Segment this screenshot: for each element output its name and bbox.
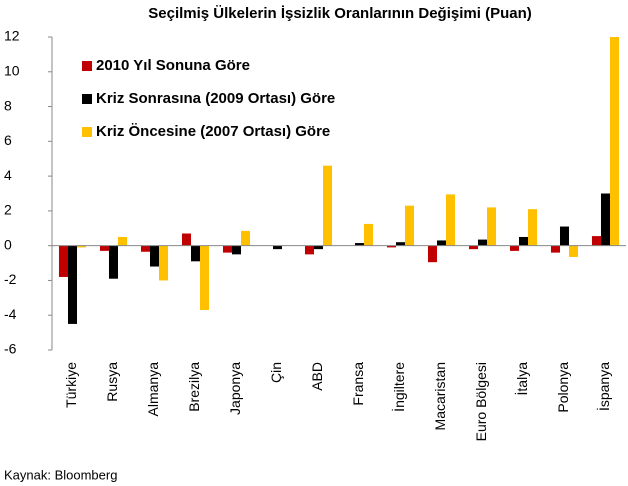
x-tick-label: İspanya	[595, 362, 612, 411]
legend-label: Kriz Sonrasına (2009 Ortası) Göre	[96, 90, 335, 107]
x-tick-label: Almanya	[145, 362, 161, 417]
bar	[149, 245, 160, 267]
bar	[591, 236, 601, 246]
bar	[58, 245, 68, 277]
legend-swatch	[82, 61, 92, 71]
x-tick-label: Rusya	[104, 362, 120, 402]
bar	[610, 37, 620, 246]
bar	[569, 245, 579, 257]
chart-title: Seçilmiş Ülkelerin İşsizlik Oranlarının …	[148, 5, 531, 22]
y-tick-label: -2	[4, 271, 17, 287]
x-tick-label: Macaristan	[432, 362, 448, 430]
bar	[200, 245, 210, 311]
y-tick-label: 0	[4, 236, 12, 252]
legend-label: 2010 Yıl Sonuna Göre	[96, 57, 250, 74]
bar	[118, 236, 128, 246]
bar	[518, 236, 529, 246]
y-tick-label: 2	[4, 202, 12, 218]
bar	[386, 245, 396, 248]
bar	[323, 165, 333, 246]
x-tick-label: İtalya	[513, 362, 530, 396]
legend-swatch	[82, 127, 92, 137]
y-tick-label: 8	[4, 97, 12, 113]
legend-swatch	[82, 94, 92, 104]
bar	[550, 245, 560, 253]
bar	[77, 245, 87, 248]
bar	[108, 245, 119, 279]
bar	[241, 230, 251, 246]
y-tick-label: 12	[4, 28, 20, 44]
bar	[395, 242, 406, 246]
bar	[405, 205, 415, 246]
x-tick-label: Polonya	[555, 362, 571, 413]
x-tick-label: Brezilya	[186, 362, 202, 412]
bar	[231, 245, 242, 255]
bar	[99, 245, 109, 251]
bar	[436, 240, 447, 246]
legend-label: Kriz Öncesine (2007 Ortası) Göre	[96, 123, 330, 140]
y-tick-label: 4	[4, 167, 12, 183]
bar	[190, 245, 201, 262]
bar	[528, 209, 538, 246]
bar	[181, 233, 191, 246]
bar	[272, 245, 283, 250]
bar	[304, 245, 314, 255]
bar	[468, 245, 478, 250]
x-tick-label: Türkiye	[63, 362, 79, 408]
x-tick-label: ABD	[309, 362, 325, 391]
y-tick-label: 10	[4, 62, 20, 78]
bar	[313, 245, 324, 250]
bar	[509, 245, 519, 251]
legend: 2010 Yıl Sonuna Göre Kriz Sonrasına (2009…	[82, 57, 335, 140]
bar	[477, 239, 488, 246]
bar	[159, 245, 169, 281]
y-tick-label: -6	[4, 341, 17, 357]
bar	[446, 194, 456, 246]
bar	[487, 207, 497, 246]
x-tick-label: Çin	[268, 362, 284, 383]
bar	[67, 245, 78, 324]
bar	[222, 245, 232, 253]
bar	[364, 223, 374, 246]
x-tick-label: Euro Bölgesi	[473, 362, 489, 441]
x-tick-label: Japonya	[227, 362, 243, 415]
source-note: Kaynak: Bloomberg	[4, 467, 117, 482]
bar	[600, 193, 611, 246]
bar	[427, 245, 437, 263]
x-tick-label: İngiltere	[390, 362, 407, 412]
bar	[140, 245, 150, 252]
x-tick-label: Fransa	[350, 362, 366, 406]
bar	[354, 243, 365, 246]
y-tick-label: 6	[4, 132, 12, 148]
bar	[559, 226, 570, 246]
y-tick-label: -4	[4, 306, 17, 322]
